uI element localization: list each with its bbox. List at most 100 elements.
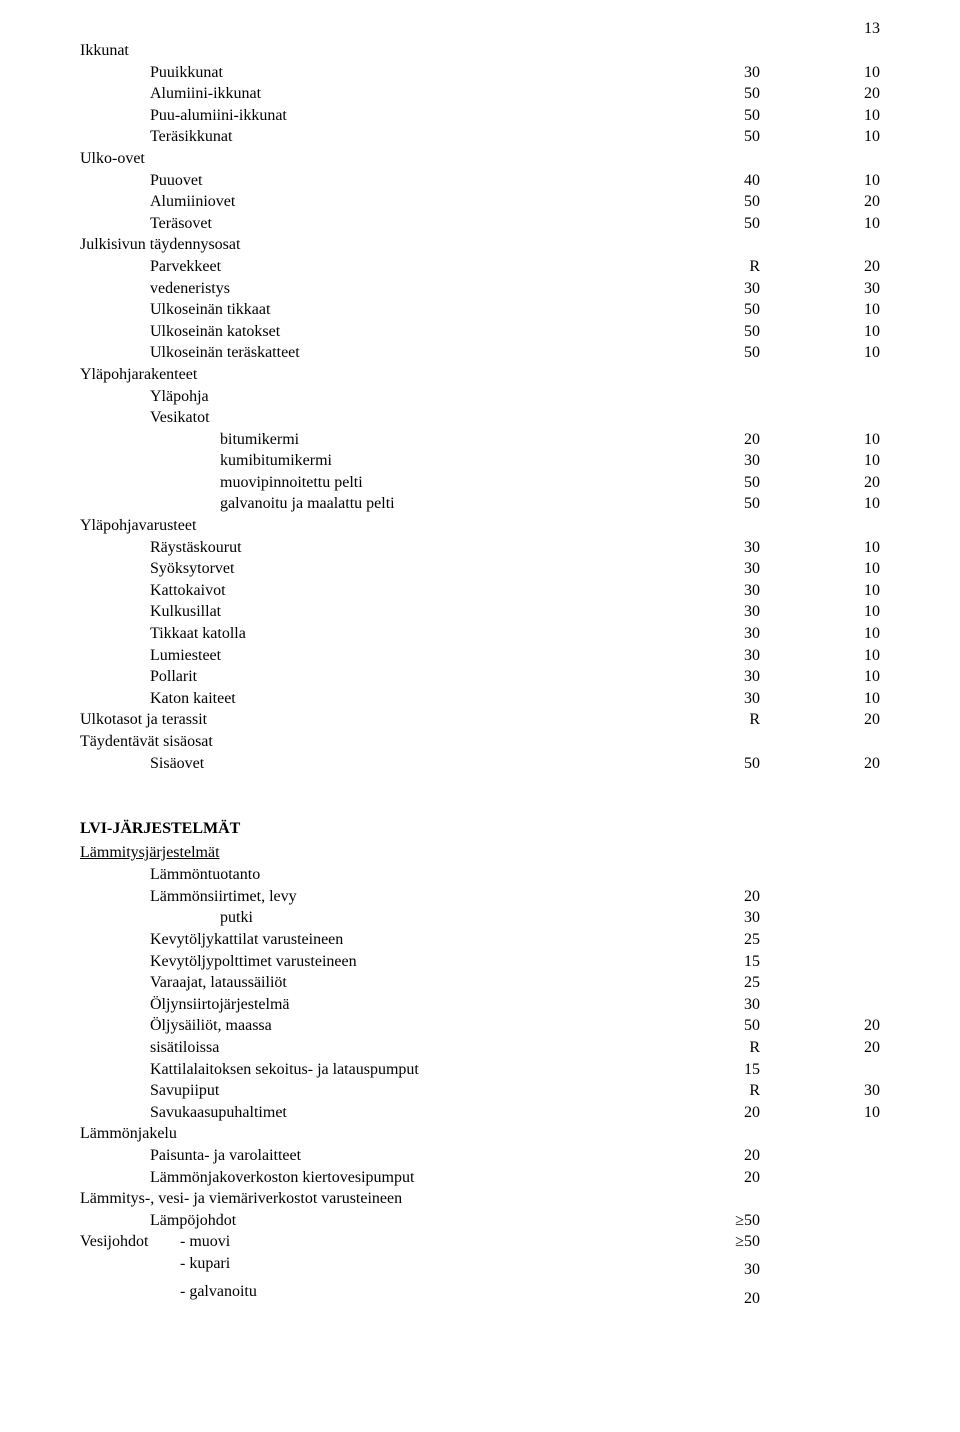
- value-1: 20: [640, 1102, 760, 1124]
- label: Savupiiput: [150, 1080, 640, 1102]
- value-2: 10: [760, 62, 880, 84]
- label: Paisunta- ja varolaitteet: [150, 1145, 640, 1167]
- label: Parvekkeet: [150, 256, 640, 278]
- value-2: 30: [760, 278, 880, 300]
- label: Kattokaivot: [150, 580, 640, 602]
- page-number: 13: [864, 20, 880, 38]
- value-1: 15: [640, 951, 760, 973]
- table-row: Tikkaat katolla3010: [80, 623, 880, 645]
- value-2: 10: [760, 321, 880, 343]
- label: muovipinnoitettu pelti: [220, 472, 640, 494]
- table-row: Syöksytorvet3010: [80, 558, 880, 580]
- label: putki: [220, 907, 640, 929]
- value-1: R: [640, 1080, 760, 1102]
- label: Öljynsiirtojärjestelmä: [150, 994, 640, 1016]
- value-1: 50: [640, 299, 760, 321]
- label: Puu-alumiini-ikkunat: [150, 105, 640, 127]
- label: Alumiiniovet: [150, 191, 640, 213]
- label: Kulkusillat: [150, 601, 640, 623]
- label: Vesijohdot- muovi: [80, 1231, 640, 1253]
- table-row: Varaajat, lataussäiliöt25: [80, 972, 880, 994]
- table-row: sisätiloissaR20: [80, 1037, 880, 1059]
- table-row: bitumikermi2010: [80, 429, 880, 451]
- lvi-heading: LVI-JÄRJESTELMÄT: [80, 820, 880, 838]
- label: Teräsikkunat: [150, 126, 640, 148]
- label: Varaajat, lataussäiliöt: [150, 972, 640, 994]
- value-2: 20: [760, 472, 880, 494]
- label: Ikkunat: [80, 40, 880, 62]
- label: Katon kaiteet: [150, 688, 640, 710]
- table-row: Kevytöljypolttimet varusteineen15: [80, 951, 880, 973]
- table-row: Öljysäiliöt, maassa5020: [80, 1015, 880, 1037]
- value-1: 15: [640, 1059, 760, 1081]
- label: galvanoitu ja maalattu pelti: [220, 493, 640, 515]
- label: Pollarit: [150, 666, 640, 688]
- label: Lämpöjohdot: [150, 1210, 640, 1232]
- table-row: putki30: [80, 907, 880, 929]
- value-2: 10: [760, 213, 880, 235]
- table-row: Alumiini-ikkunat5020: [80, 83, 880, 105]
- table-row: - galvanoitu20: [80, 1281, 880, 1309]
- value-1: 50: [640, 1015, 760, 1037]
- table-row: Puuikkunat3010: [80, 62, 880, 84]
- value-1: 30: [640, 907, 760, 929]
- value-1: 30: [640, 537, 760, 559]
- value-1: 30: [640, 623, 760, 645]
- value-2: 10: [760, 126, 880, 148]
- label: Yläpohjarakenteet: [80, 364, 880, 386]
- value-1: 50: [640, 493, 760, 515]
- sub-title: Vesikatot: [80, 407, 880, 429]
- table-row: Teräsikkunat5010: [80, 126, 880, 148]
- value-2: 20: [760, 256, 880, 278]
- table-row: Kulkusillat3010: [80, 601, 880, 623]
- row-text: - kupari: [180, 1253, 230, 1275]
- value-1: ≥50: [640, 1210, 760, 1232]
- table-row: SavupiiputR30: [80, 1080, 880, 1102]
- value-1: 20: [640, 1288, 760, 1310]
- table-row: Lämmönjakoverkoston kiertovesipumput20: [80, 1167, 880, 1189]
- label: - galvanoitu: [80, 1281, 640, 1303]
- section-title: Lämmönjakelu: [80, 1123, 880, 1145]
- table-row: Ulkotasot ja terassit R 20: [80, 709, 880, 731]
- value-1: 20: [640, 886, 760, 908]
- label: Syöksytorvet: [150, 558, 640, 580]
- table-row: Öljynsiirtojärjestelmä30: [80, 994, 880, 1016]
- label: Täydentävät sisäosat: [80, 731, 880, 753]
- label: Alumiini-ikkunat: [150, 83, 640, 105]
- section-title: Yläpohjarakenteet: [80, 364, 880, 386]
- table-row: Vesijohdot- muovi≥50: [80, 1231, 880, 1253]
- table-row: muovipinnoitettu pelti5020: [80, 472, 880, 494]
- label: Kevytöljypolttimet varusteineen: [150, 951, 640, 973]
- value-2: 30: [760, 1080, 880, 1102]
- value-1: 30: [640, 666, 760, 688]
- label: vedeneristys: [150, 278, 640, 300]
- label: Puuikkunat: [150, 62, 640, 84]
- value-1: 30: [640, 278, 760, 300]
- table-row: Puu-alumiini-ikkunat5010: [80, 105, 880, 127]
- section-title: Yläpohjavarusteet: [80, 515, 880, 537]
- value-1: 50: [640, 342, 760, 364]
- table-row: ParvekkeetR20: [80, 256, 880, 278]
- value-2: 20: [760, 83, 880, 105]
- value-1: 30: [640, 580, 760, 602]
- label: Ulkoseinän tikkaat: [150, 299, 640, 321]
- table-row: Katon kaiteet3010: [80, 688, 880, 710]
- table-row: Lumiesteet3010: [80, 645, 880, 667]
- table-row: Lämpöjohdot≥50: [80, 1210, 880, 1232]
- value-1: 30: [640, 1259, 760, 1281]
- value-2: 10: [760, 170, 880, 192]
- value-2: 20: [760, 709, 880, 731]
- value-1: 50: [640, 126, 760, 148]
- row-prefix: Vesijohdot: [80, 1231, 180, 1253]
- value-1: 50: [640, 753, 760, 775]
- section-title: Lämmitys-, vesi- ja viemäriverkostot var…: [80, 1188, 880, 1210]
- value-2: 10: [760, 558, 880, 580]
- label: Lämmitys-, vesi- ja viemäriverkostot var…: [80, 1188, 880, 1210]
- table-row: Puuovet4010: [80, 170, 880, 192]
- label: Räystäskourut: [150, 537, 640, 559]
- row-prefix: [80, 1253, 180, 1275]
- table-row: Räystäskourut3010: [80, 537, 880, 559]
- table-row: Ulkoseinän tikkaat5010: [80, 299, 880, 321]
- value-1: 20: [640, 1145, 760, 1167]
- table-row: Alumiiniovet5020: [80, 191, 880, 213]
